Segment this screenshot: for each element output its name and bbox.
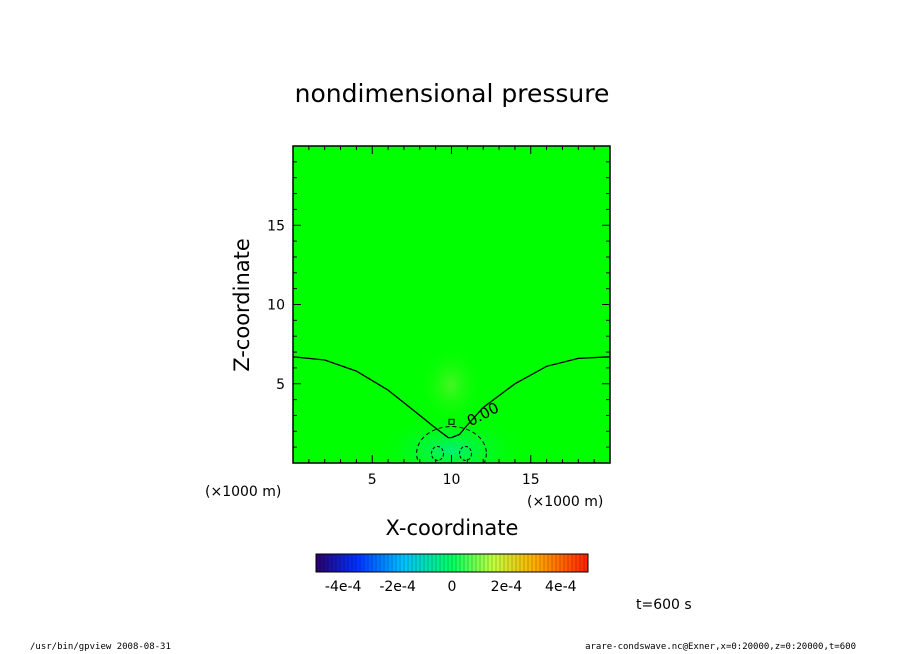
y-tick-label: 10 [267, 298, 285, 314]
max-marker [448, 418, 455, 425]
plot-frame [292, 145, 611, 464]
y-axis-label: Z-coordinate [230, 238, 254, 372]
chart-title: nondimensional pressure [295, 79, 610, 108]
colorbar-tick-label: 0 [448, 579, 457, 595]
x-axis-label: X-coordinate [386, 516, 519, 540]
colorbar-frame [315, 553, 589, 573]
y-unit-label: (×1000 m) [527, 494, 603, 510]
y-tick-label: 5 [276, 377, 285, 393]
positive-anomaly-shading [417, 343, 485, 427]
colorbar [316, 554, 588, 572]
negative-contour-left [431, 445, 444, 461]
x-tick-label: 5 [368, 472, 377, 488]
x-tick-label: 15 [522, 472, 540, 488]
negative-contour-outer [416, 426, 487, 463]
colorbar-tick-label: 4e-4 [545, 579, 577, 595]
colorbar-tick-label: -4e-4 [325, 579, 362, 595]
zero-contour-line [293, 356, 610, 439]
negative-contour-right [459, 445, 472, 461]
y-tick-label: 15 [267, 218, 285, 234]
time-label: t=600 s [636, 597, 692, 613]
x-unit-label: (×1000 m) [205, 484, 281, 500]
colorbar-tick-label: 2e-4 [491, 579, 523, 595]
colorbar-tick-label: -2e-4 [379, 579, 416, 595]
footer-right: arare-condswave.nc@Exner,x=0:20000,z=0:2… [585, 642, 856, 652]
footer-left: /usr/bin/gpview 2008-08-31 [30, 642, 171, 652]
x-tick-label: 10 [443, 472, 461, 488]
